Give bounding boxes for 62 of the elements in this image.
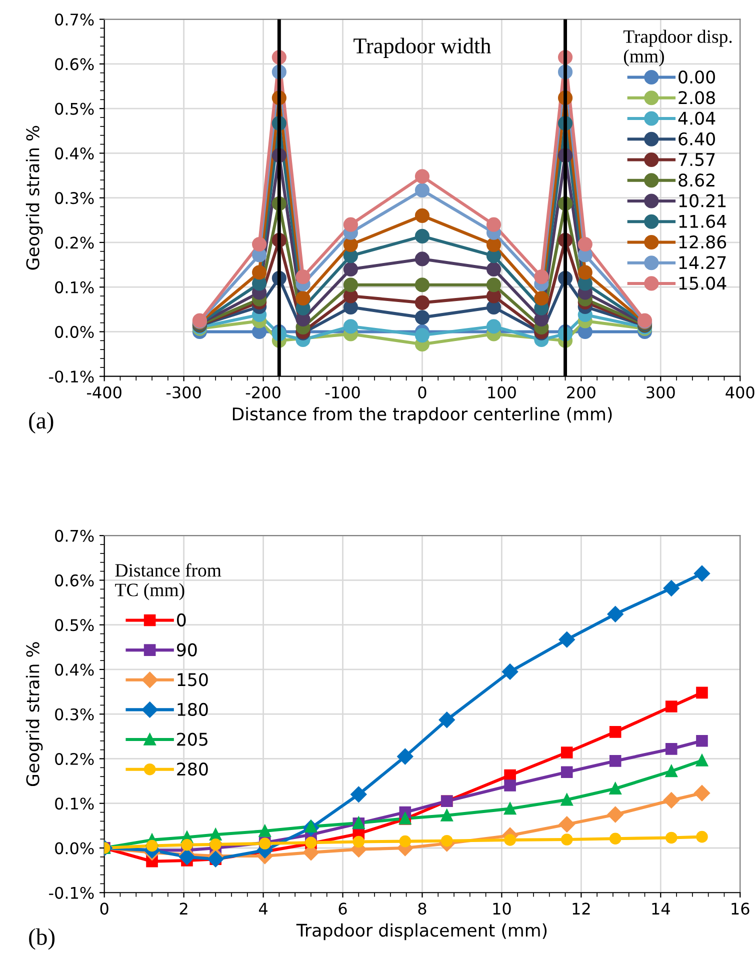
x-tick-label: 100 [488,386,516,398]
x-tick-label: -200 [246,386,280,398]
x-tick-label: 200 [567,386,596,398]
y-tick-label: 0.2% [55,752,94,766]
x-tick-label: 10 [493,902,511,915]
y-tick-label: 0.5% [55,102,94,115]
y-tick-label: -0.1% [49,370,94,383]
legend-label: 8.62 [678,174,714,187]
y-tick-label: 0.7% [55,14,94,26]
x-tick-label: 6 [338,902,347,915]
y-axis-title: Geogrid strain % [26,126,43,270]
y-tick-label: 0.4% [55,147,94,160]
y-tick-label: 0.2% [55,236,94,249]
x-axis-title: Distance from the trapdoor centerline (mm) [232,407,612,424]
legend-label: 2.08 [678,91,715,104]
x-tick-label: 2 [180,902,188,914]
x-axis-title: Trapdoor displacement (mm) [296,923,547,940]
x-tick-label: 14 [652,902,670,914]
x-tick-label: 0 [100,902,108,915]
text: (a) [29,412,54,434]
y-tick-label: 0.6% [55,58,94,70]
x-tick-label: 16 [732,902,750,915]
x-tick-label: 300 [646,386,675,398]
y-tick-label: 0.1% [55,281,94,294]
legend-label: 14.27 [679,256,726,269]
x-tick-label: 400 [726,386,754,398]
legend-label: 180 [178,702,208,716]
legend-label: 10.21 [679,194,726,208]
y-tick-label: 0.4% [55,664,94,676]
y-tick-label: 0.7% [55,530,94,542]
y-tick-label: 0.1% [55,798,94,810]
y-tick-label: 0.3% [55,192,94,204]
legend-label: 150 [178,673,208,686]
y-tick-label: 0.0% [55,326,94,338]
y-tick-label: 0.6% [55,574,94,586]
legend-label: 15.04 [679,276,726,290]
legend-label: 7.57 [678,153,715,166]
legend-label: 0.00 [678,70,715,84]
legend-label: 0 [176,613,186,627]
x-tick-label: 4 [258,902,268,914]
legend-title: Trapdoor disp. (mm) [623,30,732,66]
legend-label: 4.04 [678,112,716,125]
legend-label: 12.86 [679,235,726,249]
x-tick-label: 12 [572,902,590,914]
legend-label: 280 [177,762,208,776]
y-tick-label: 0.0% [55,842,94,854]
x-tick-label: -300 [166,386,201,398]
legend-label: 11.64 [679,214,726,228]
legend-label: 205 [177,732,208,746]
legend-label: 90 [176,643,197,656]
legend-title: Distance from TC (mm) [115,563,222,600]
y-axis-title: Geogrid strain % [26,642,43,786]
x-tick-label: -400 [86,386,122,398]
y-tick-label: 0.5% [55,619,94,632]
annotation: Trapdoor width [354,38,491,58]
y-tick-label: -0.1% [49,886,94,899]
legend-label: 6.40 [678,132,715,146]
x-tick-label: 0 [418,386,426,398]
y-tick-label: 0.3% [55,708,94,720]
x-tick-label: 8 [418,902,426,915]
text: (b) [29,928,55,950]
x-tick-label: -100 [325,386,360,398]
